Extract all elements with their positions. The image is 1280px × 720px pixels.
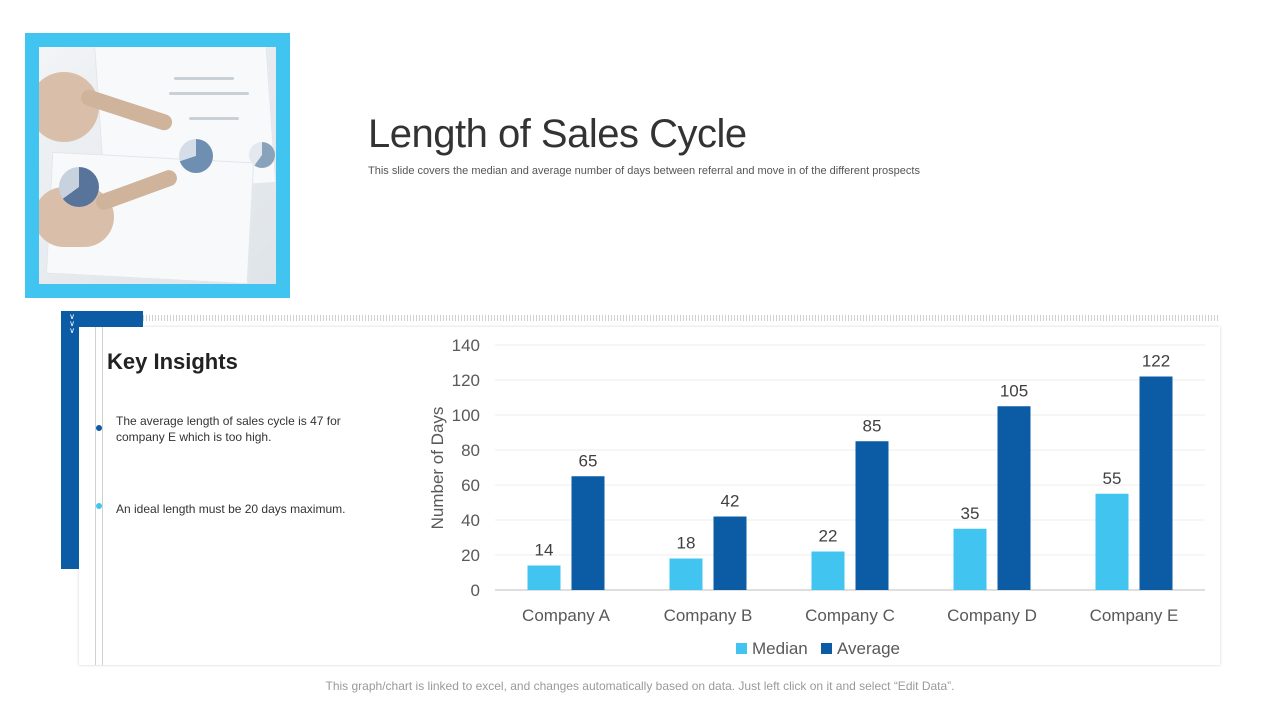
pie-graphic [179, 139, 213, 173]
grid-lines [495, 344, 1205, 591]
y-tick-label: 120 [452, 371, 480, 390]
hand [39, 72, 99, 142]
y-tick-label: 100 [452, 406, 480, 425]
bar-average-4 [997, 406, 1031, 590]
y-tick-label: 20 [461, 546, 480, 565]
bar-average-1 [571, 476, 605, 590]
data-label: 14 [535, 541, 554, 560]
y-axis-ticks: 0 20 40 60 80 100 120 140 [452, 336, 480, 600]
bar-median-3 [811, 551, 845, 590]
bar-median-2 [669, 558, 703, 590]
bars [527, 376, 1173, 590]
scribble [174, 77, 234, 80]
x-tick-label: Company B [664, 606, 753, 625]
insight-text: The average length of sales cycle is 47 … [116, 414, 341, 444]
data-label: 85 [863, 416, 882, 435]
scribble [189, 117, 239, 120]
legend: Median Average [736, 639, 900, 658]
dotted-divider [143, 315, 1220, 321]
accent-bar [61, 311, 143, 327]
pie-graphic [59, 167, 99, 207]
data-label: 65 [579, 451, 598, 470]
bar-average-2 [713, 516, 747, 590]
data-labels: 14 65 18 42 22 85 35 105 55 122 [535, 352, 1171, 560]
y-tick-label: 140 [452, 336, 480, 355]
bar-median-5 [1095, 493, 1129, 590]
bar-average-5 [1139, 376, 1173, 590]
bar-median-1 [527, 565, 561, 590]
x-tick-label: Company E [1090, 606, 1179, 625]
insight-text: An ideal length must be 20 days maximum. [116, 502, 346, 516]
vertical-rule [95, 327, 96, 665]
chevrons-down-icon: ∨ ∨ ∨ [69, 312, 75, 335]
data-label: 35 [961, 504, 980, 523]
data-label: 42 [721, 492, 740, 511]
y-tick-label: 40 [461, 511, 480, 530]
footer-note: This graph/chart is linked to excel, and… [325, 679, 955, 693]
pie-graphic [249, 142, 275, 168]
scribble [169, 92, 249, 95]
x-axis-ticks: Company A Company B Company C Company D Comp… [522, 606, 1178, 625]
page-title: Length of Sales Cycle [368, 112, 747, 156]
vertical-rule [102, 327, 103, 665]
y-tick-label: 60 [461, 476, 480, 495]
legend-swatch [821, 643, 832, 654]
data-label: 105 [1000, 381, 1028, 400]
insights-title: Key Insights [107, 349, 238, 374]
page-subtitle: This slide covers the median and average… [368, 165, 920, 177]
bullet-dot [96, 503, 102, 509]
photo-frame [25, 33, 290, 298]
legend-swatch [736, 643, 747, 654]
bar-median-4 [953, 528, 987, 590]
y-axis-label: Number of Days [428, 407, 447, 530]
data-label: 122 [1142, 352, 1170, 371]
x-tick-label: Company A [522, 606, 611, 625]
bullet-dot [96, 425, 102, 431]
data-label: 22 [819, 527, 838, 546]
accent-bar [61, 311, 79, 569]
y-tick-label: 80 [461, 441, 480, 460]
legend-label: Median [752, 639, 808, 658]
presentation-photo [39, 47, 276, 284]
data-label: 55 [1103, 469, 1122, 488]
x-tick-label: Company D [947, 606, 1037, 625]
data-label: 18 [677, 534, 696, 553]
legend-label: Average [837, 639, 900, 658]
y-tick-label: 0 [471, 581, 480, 600]
x-tick-label: Company C [805, 606, 895, 625]
bar-average-3 [855, 441, 889, 590]
